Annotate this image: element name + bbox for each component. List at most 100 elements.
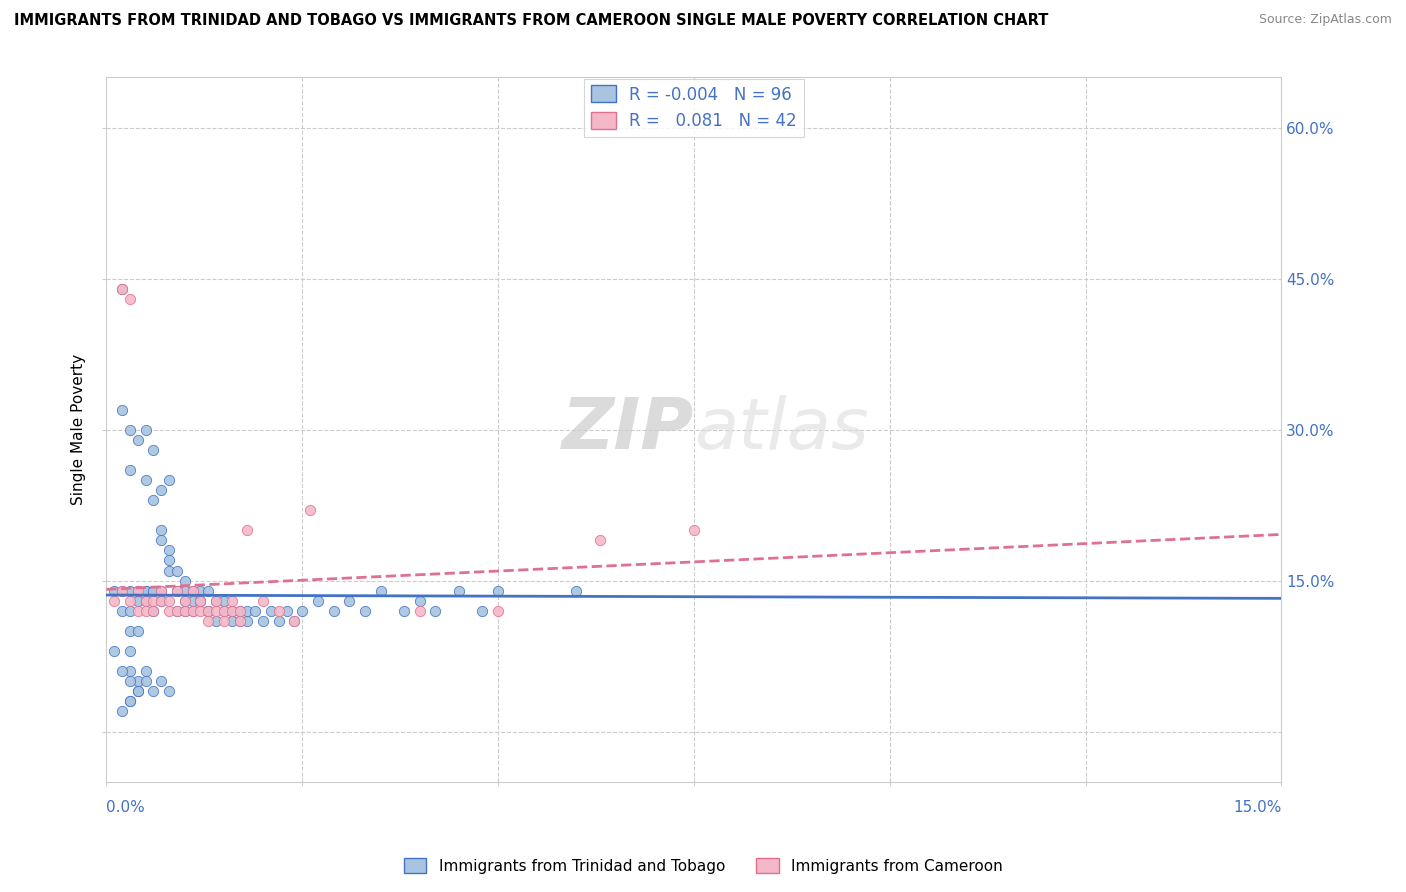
Point (127, 674, 149, 689)
Point (127, 624, 149, 638)
Text: atlas: atlas (695, 395, 869, 464)
Point (135, 664, 157, 678)
Point (291, 604, 314, 618)
Point (150, 593, 173, 607)
Point (111, 664, 134, 678)
Point (212, 614, 235, 628)
Point (307, 593, 329, 607)
Point (135, 674, 157, 689)
Point (173, 604, 195, 618)
Point (354, 604, 377, 618)
Point (127, 604, 149, 618)
Point (103, 644, 125, 658)
Point (127, 583, 149, 598)
Point (190, 593, 212, 607)
Point (197, 604, 219, 618)
Point (150, 533, 173, 548)
Point (111, 402, 134, 417)
Point (166, 583, 188, 598)
Point (135, 583, 157, 598)
Point (181, 583, 204, 598)
Point (181, 604, 204, 618)
Point (425, 604, 447, 618)
Point (127, 684, 149, 698)
Point (190, 604, 212, 618)
Point (150, 524, 173, 538)
Point (118, 292, 141, 306)
Point (118, 694, 141, 708)
Point (118, 624, 141, 638)
Point (103, 583, 125, 598)
Point (221, 614, 243, 628)
Point (221, 604, 243, 618)
Point (142, 442, 165, 457)
Point (190, 593, 212, 607)
Point (283, 614, 305, 628)
Point (197, 604, 219, 618)
Point (118, 644, 141, 658)
Point (150, 483, 173, 497)
Point (370, 583, 392, 598)
Point (409, 604, 432, 618)
Point (337, 593, 360, 607)
Point (173, 604, 195, 618)
Point (127, 593, 149, 607)
Point (166, 583, 188, 598)
Point (142, 604, 165, 618)
Point (142, 583, 165, 598)
Point (166, 604, 188, 618)
Point (205, 593, 228, 607)
Point (166, 604, 188, 618)
Point (135, 604, 157, 618)
Point (236, 614, 259, 628)
Point (157, 473, 180, 487)
Point (212, 604, 235, 618)
Point (190, 593, 212, 607)
Point (135, 593, 157, 607)
Point (111, 282, 134, 296)
Text: 15.0%: 15.0% (1233, 800, 1281, 815)
Point (157, 564, 180, 578)
Point (118, 674, 141, 689)
Point (197, 583, 219, 598)
Point (142, 583, 165, 598)
Point (283, 614, 305, 628)
Point (181, 593, 204, 607)
Text: 0.0%: 0.0% (107, 800, 145, 815)
Point (260, 604, 283, 618)
Point (118, 593, 141, 607)
Point (157, 684, 180, 698)
Point (228, 604, 250, 618)
Text: Source: ZipAtlas.com: Source: ZipAtlas.com (1258, 13, 1392, 27)
Point (142, 684, 165, 698)
Point (683, 524, 706, 538)
Y-axis label: Single Male Poverty: Single Male Poverty (72, 354, 86, 505)
Point (212, 604, 235, 618)
Point (392, 604, 415, 618)
Point (267, 604, 290, 618)
Point (118, 694, 141, 708)
Point (150, 583, 173, 598)
Legend: R = -0.004   N = 96, R =   0.081   N = 42: R = -0.004 N = 96, R = 0.081 N = 42 (585, 78, 804, 136)
Point (142, 604, 165, 618)
Point (197, 604, 219, 618)
Point (236, 604, 259, 618)
Point (127, 684, 149, 698)
Point (409, 593, 432, 607)
Point (221, 593, 243, 607)
Point (205, 614, 228, 628)
Point (127, 583, 149, 598)
Point (135, 473, 157, 487)
Point (173, 593, 195, 607)
Point (135, 593, 157, 607)
Point (111, 282, 134, 296)
Point (173, 593, 195, 607)
Point (589, 533, 612, 548)
Point (228, 614, 250, 628)
Point (236, 524, 259, 538)
Point (228, 614, 250, 628)
Point (157, 553, 180, 567)
Point (111, 705, 134, 719)
Point (118, 583, 141, 598)
Point (166, 583, 188, 598)
